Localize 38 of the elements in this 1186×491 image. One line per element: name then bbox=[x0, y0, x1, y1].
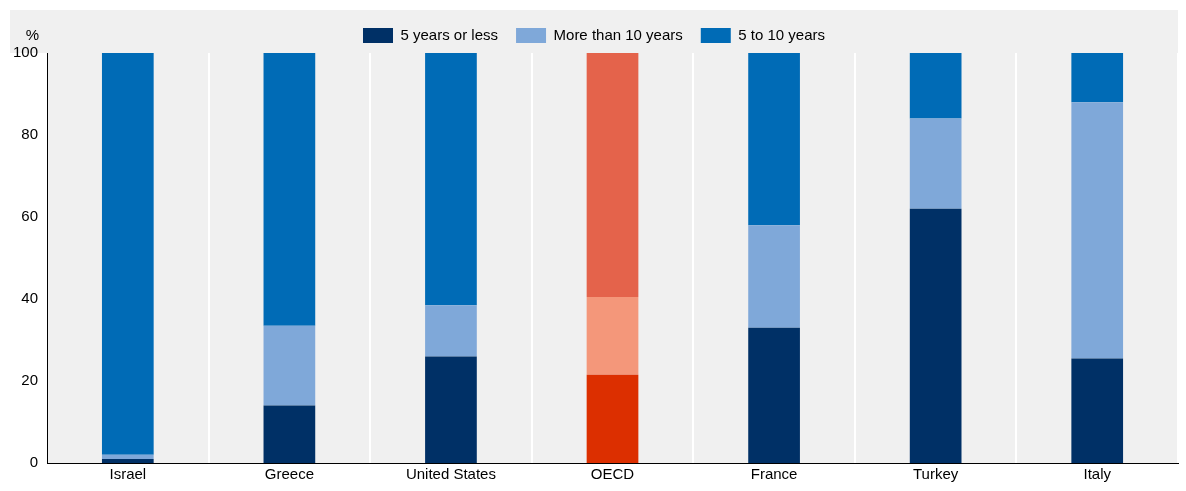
bar bbox=[425, 53, 477, 306]
bar bbox=[101, 458, 154, 463]
x-tick-label: Italy bbox=[1083, 465, 1112, 483]
legend-label: More than 10 years bbox=[553, 25, 683, 43]
legend-label: 5 to 10 years bbox=[738, 25, 825, 43]
bar bbox=[1071, 102, 1124, 359]
y-tick-label: 100 bbox=[13, 43, 39, 61]
x-tick-label: Greece bbox=[264, 465, 314, 483]
bar bbox=[909, 208, 962, 463]
bar bbox=[586, 296, 639, 375]
y-tick-label: 0 bbox=[29, 453, 39, 471]
x-tick-label: OECD bbox=[590, 465, 635, 483]
bar bbox=[909, 118, 962, 209]
x-tick-label: Israel bbox=[109, 465, 147, 483]
bar bbox=[101, 454, 154, 459]
x-tick-label: Turkey bbox=[913, 465, 959, 483]
bar bbox=[425, 356, 477, 463]
x-tick-label: United States bbox=[405, 465, 496, 483]
y-tick-label: 40 bbox=[21, 289, 39, 307]
bar bbox=[1071, 53, 1124, 103]
bar bbox=[263, 325, 316, 406]
bar bbox=[425, 305, 477, 357]
y-tick-label: 80 bbox=[21, 125, 39, 143]
bar bbox=[909, 53, 962, 119]
legend-label: 5 years or less bbox=[400, 25, 499, 43]
bar bbox=[748, 327, 800, 463]
bar bbox=[101, 53, 154, 455]
y-tick-label: 60 bbox=[21, 207, 39, 225]
bar bbox=[586, 53, 639, 297]
bar bbox=[1071, 358, 1124, 463]
bar bbox=[748, 225, 800, 328]
bar bbox=[263, 53, 316, 326]
y-tick-label: 20 bbox=[21, 371, 39, 389]
y-axis-title: % bbox=[25, 25, 40, 43]
bar bbox=[586, 374, 639, 463]
bar bbox=[748, 53, 800, 226]
bar bbox=[263, 405, 316, 463]
x-tick-label: France bbox=[750, 465, 798, 483]
